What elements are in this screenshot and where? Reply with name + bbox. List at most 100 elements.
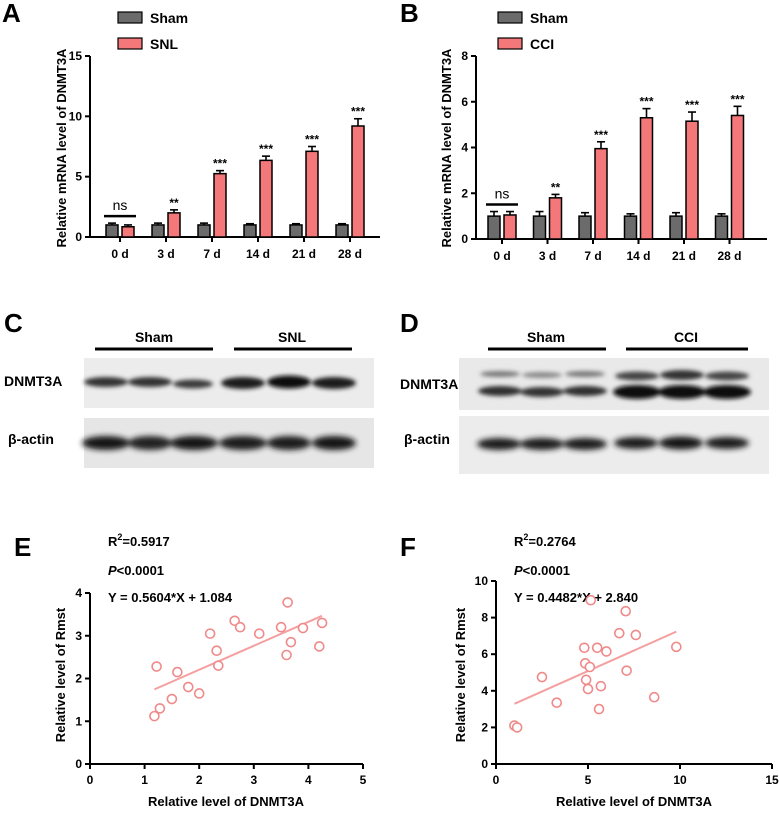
scatter-point xyxy=(281,649,292,661)
scatter-point xyxy=(620,605,632,617)
scatter-point xyxy=(282,597,293,608)
legend-swatch-snl xyxy=(117,37,143,50)
scatter-point xyxy=(580,674,592,686)
significance-label: *** xyxy=(259,142,273,156)
scatter-point xyxy=(297,622,309,634)
blot-bands-actin xyxy=(82,436,356,450)
blot-row-label-dnmt3a: DNMT3A xyxy=(400,376,458,392)
blot-row-label-dnmt3a: DNMT3A xyxy=(4,373,62,389)
blot-band xyxy=(477,438,521,450)
y-tick-label: 0 xyxy=(75,757,82,771)
scatter-point xyxy=(253,628,265,639)
blot-band xyxy=(128,436,172,450)
scatter-point xyxy=(630,629,642,641)
bar-snl-14d xyxy=(259,159,273,238)
y-tick-label: 10 xyxy=(69,109,83,123)
bar-sham-7d xyxy=(578,215,592,240)
bar-cci-28d xyxy=(730,114,745,240)
y-tick-label: 0 xyxy=(75,230,82,244)
regression-line xyxy=(154,614,323,691)
significance-label: *** xyxy=(594,128,608,142)
significance-label: ** xyxy=(169,196,179,210)
blot-row-label-actin: β-actin xyxy=(8,431,54,447)
blot-band xyxy=(128,377,172,387)
x-tick-label: 3 d xyxy=(157,247,174,261)
r2-label-e: R2=0.5917 xyxy=(108,532,170,549)
blot-band xyxy=(480,371,520,377)
bar-sham-14d xyxy=(623,215,638,240)
scatter-point xyxy=(275,621,287,633)
y-tick-label: 15 xyxy=(69,49,83,63)
scatter-point xyxy=(601,646,612,657)
legend-label-sham: Sham xyxy=(530,10,568,26)
significance-label: *** xyxy=(213,157,227,171)
p-value-label-e: P<0.0001 xyxy=(108,563,164,578)
scatter-point xyxy=(551,697,563,708)
bar-sham-3d xyxy=(532,215,547,240)
blot-band xyxy=(219,436,267,450)
blot-band xyxy=(705,371,749,381)
blot-band xyxy=(705,437,749,449)
scatter-point xyxy=(595,680,607,692)
x-tick-label: 21 d xyxy=(292,247,316,261)
x-tick-label: 4 xyxy=(305,773,312,787)
blot-membrane xyxy=(459,358,769,410)
blot-band xyxy=(613,385,661,399)
bar-sham-28d xyxy=(714,215,729,240)
scatter-point xyxy=(211,645,222,657)
bar-chart-b: Sham CCI Relative mRNA level of DNMT3A 0… xyxy=(439,10,767,263)
scatter-point xyxy=(172,666,183,678)
bar-cci-0d xyxy=(503,214,517,240)
x-tick-label: 21 d xyxy=(672,249,696,263)
scatter-point xyxy=(316,617,328,629)
bar-snl-3d xyxy=(167,212,181,238)
x-tick-label: 1 xyxy=(141,773,148,787)
y-tick-label: 1 xyxy=(75,714,82,728)
panel-letter-f: F xyxy=(400,532,416,562)
scatter-point xyxy=(584,661,596,673)
bar-sham-21d xyxy=(669,215,683,240)
bar-cci-21d xyxy=(685,120,699,240)
scatter-point xyxy=(536,671,548,683)
legend-swatch-cci xyxy=(497,37,523,50)
scatter-point xyxy=(593,703,605,715)
y-tick-label: 6 xyxy=(461,95,468,109)
bar-cci-14d xyxy=(639,117,654,240)
y-tick-label: 10 xyxy=(475,574,489,588)
legend-label-cci: CCI xyxy=(530,36,554,52)
blot-band xyxy=(658,385,706,399)
y-tick-label: 4 xyxy=(461,141,468,155)
y-tick-label: 4 xyxy=(481,684,488,698)
blot-band xyxy=(173,379,213,389)
bar-sham-0d xyxy=(105,224,119,238)
blot-band xyxy=(522,372,562,378)
equation-label-f: Y = 0.4482*X + 2.840 xyxy=(514,590,638,605)
bar-sham-21d xyxy=(289,224,303,238)
blot-bands-actin xyxy=(477,436,749,450)
x-tick-label: 14 d xyxy=(626,249,650,263)
x-tick-label: 5 xyxy=(360,773,367,787)
scatter-point xyxy=(149,710,160,722)
bar-cci-3d xyxy=(548,197,563,240)
blot-band xyxy=(563,438,607,450)
blot-band xyxy=(312,377,356,389)
western-blot-d: Sham CCI DNMT3A β-actin xyxy=(400,329,769,474)
significance-label: ** xyxy=(551,180,561,194)
x-tick-label: 0 d xyxy=(493,249,510,263)
blot-band xyxy=(478,386,522,396)
scatter-point xyxy=(314,641,325,652)
panel-letter-d: D xyxy=(400,308,419,338)
scatter-point xyxy=(213,660,224,671)
blot-band xyxy=(84,377,128,387)
x-tick-label: 7 d xyxy=(584,249,601,263)
legend-label-sham: Sham xyxy=(150,10,188,26)
bar-snl-0d xyxy=(121,225,135,238)
x-tick-label: 0 xyxy=(493,773,500,787)
bar-sham-3d xyxy=(151,224,165,238)
x-tick-label: 5 xyxy=(585,773,592,787)
scatter-point xyxy=(591,642,603,654)
y-tick-label: 2 xyxy=(461,186,468,200)
scatter-point xyxy=(613,627,625,639)
x-axis-label-e: Relative level of DNMT3A xyxy=(148,794,305,809)
